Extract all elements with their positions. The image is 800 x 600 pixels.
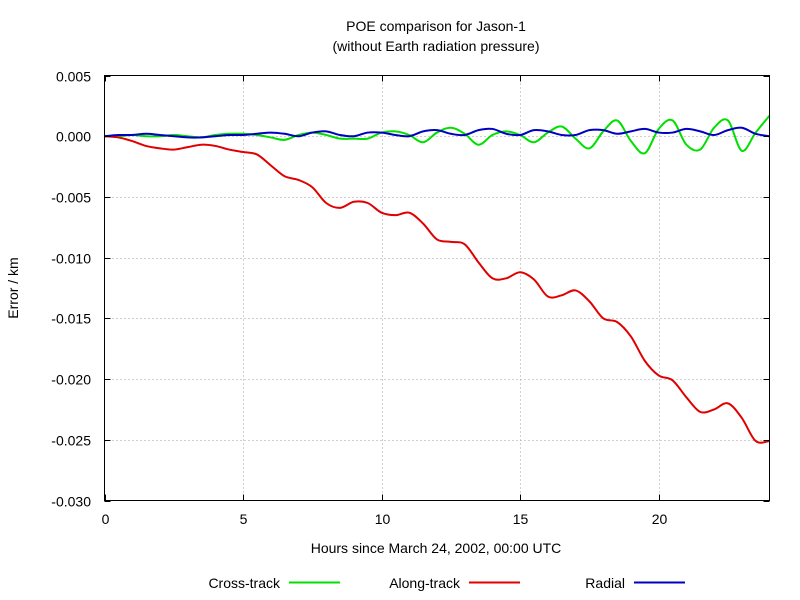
x-tick-label: 5 <box>240 511 248 527</box>
legend: Cross-track Along-track Radial <box>208 575 685 591</box>
y-tick-label: -0.030 <box>51 494 91 510</box>
x-tick-label: 10 <box>375 511 391 527</box>
plot-frame <box>104 75 770 501</box>
legend-label-along-track: Along-track <box>389 575 461 591</box>
chart-title: POE comparison for Jason-1 <box>346 18 526 34</box>
x-tick-label: 15 <box>513 511 529 527</box>
x-tick-label: 0 <box>102 511 110 527</box>
y-tick-label: 0.000 <box>56 129 91 145</box>
x-tick-label: 20 <box>652 511 668 527</box>
legend-label-radial: Radial <box>585 575 625 591</box>
chart-subtitle: (without Earth radiation pressure) <box>333 38 540 54</box>
y-tick-label: -0.005 <box>51 190 91 206</box>
y-tick-label: 0.005 <box>56 69 91 85</box>
series-line-along-track <box>104 135 770 444</box>
series-line-radial <box>104 126 770 139</box>
plot-area <box>104 114 771 444</box>
y-tick-label: -0.015 <box>51 311 91 327</box>
y-tick-label: -0.020 <box>51 372 91 388</box>
y-tick-label: -0.010 <box>51 251 91 267</box>
x-axis-label: Hours since March 24, 2002, 00:00 UTC <box>311 540 562 556</box>
grid <box>104 75 770 501</box>
series-line-cross-track <box>104 114 771 155</box>
y-axis-label: Error / km <box>5 257 21 318</box>
y-tick-label: -0.025 <box>51 433 91 449</box>
legend-label-cross-track: Cross-track <box>208 575 281 591</box>
ticks: 0.005 0.000 -0.005 -0.010 -0.015 -0.020 -0.025… <box>51 69 770 527</box>
